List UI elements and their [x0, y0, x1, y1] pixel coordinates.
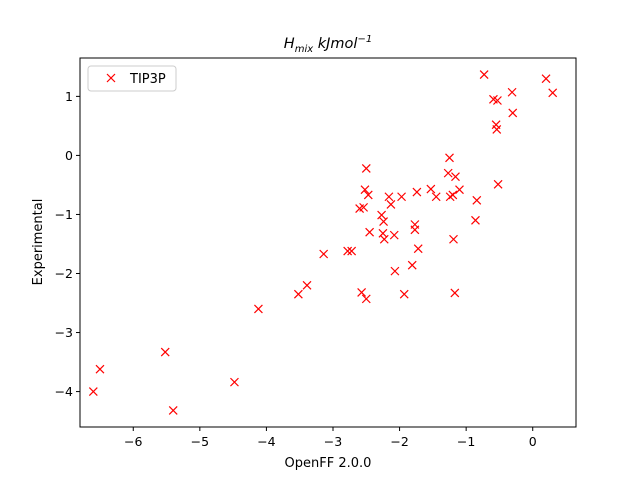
data-point	[431, 192, 441, 202]
x-axis-label: OpenFF 2.0.0	[285, 456, 372, 471]
data-point	[359, 202, 369, 212]
data-point	[399, 289, 409, 299]
data-point	[413, 244, 423, 254]
data-point	[455, 185, 464, 195]
data-point	[472, 195, 482, 205]
data-point	[230, 377, 239, 387]
data-point	[160, 347, 170, 357]
data-point	[471, 215, 480, 225]
data-point	[508, 108, 518, 118]
data-point	[541, 74, 551, 84]
legend-frame	[87, 65, 177, 92]
y-axis: −4 −3 −2 −1 0 1	[55, 89, 80, 399]
data-point	[493, 179, 503, 189]
y-tick-label: 0	[65, 148, 73, 163]
data-point	[479, 70, 489, 79]
data-point	[410, 225, 420, 235]
x-tick-label: 0	[529, 434, 537, 449]
data-point	[347, 246, 357, 256]
y-tick-label: −1	[55, 207, 73, 222]
data-point	[379, 217, 389, 226]
data-point	[384, 192, 394, 202]
data-point	[365, 227, 375, 237]
data-point	[379, 234, 389, 244]
x-tick-label: −5	[191, 434, 209, 449]
data-point	[443, 168, 453, 178]
data-point	[302, 280, 312, 290]
data-point	[293, 289, 303, 299]
data-point	[451, 172, 460, 182]
data-point	[450, 288, 460, 298]
legend-marker-icon	[106, 73, 116, 83]
x-tick-label: −4	[257, 434, 275, 449]
plot-area	[88, 70, 558, 415]
x-tick-label: −2	[390, 434, 408, 449]
data-point	[407, 260, 417, 270]
y-tick-label: −2	[55, 266, 73, 281]
data-point	[449, 234, 458, 244]
data-point	[319, 249, 329, 259]
data-point	[397, 192, 406, 202]
data-point	[95, 364, 105, 374]
chart-title: Hmix kJmol−1	[284, 34, 372, 55]
data-point	[493, 96, 502, 105]
data-point	[168, 406, 178, 415]
data-point	[548, 88, 558, 98]
y-tick-label: −4	[55, 384, 73, 399]
data-point	[357, 287, 367, 297]
data-point	[445, 192, 455, 202]
data-point	[361, 163, 371, 173]
data-point	[88, 387, 98, 397]
legend: TIP3P	[87, 65, 177, 92]
data-point	[507, 87, 517, 97]
data-point	[426, 184, 436, 194]
x-tick-label: −6	[124, 434, 142, 449]
x-axis: −6 −5 −4 −3 −2 −1 0	[124, 427, 537, 449]
data-point	[389, 230, 399, 240]
data-point	[386, 199, 396, 209]
x-tick-label: −3	[324, 434, 342, 449]
data-point	[445, 153, 454, 163]
data-point	[412, 187, 422, 197]
legend-label: TIP3P	[129, 72, 166, 87]
data-point	[390, 266, 400, 276]
data-point	[343, 246, 353, 256]
data-point	[377, 210, 387, 220]
data-point	[448, 190, 458, 200]
y-axis-label: Experimental	[31, 199, 46, 286]
data-point	[363, 190, 373, 200]
data-point	[254, 304, 263, 314]
data-point	[492, 125, 502, 134]
axes-frame	[79, 57, 577, 428]
y-tick-label: 1	[65, 89, 73, 104]
x-tick-label: −1	[457, 434, 475, 449]
data-point	[360, 185, 370, 195]
y-tick-label: −3	[55, 325, 73, 340]
data-point	[361, 294, 371, 304]
